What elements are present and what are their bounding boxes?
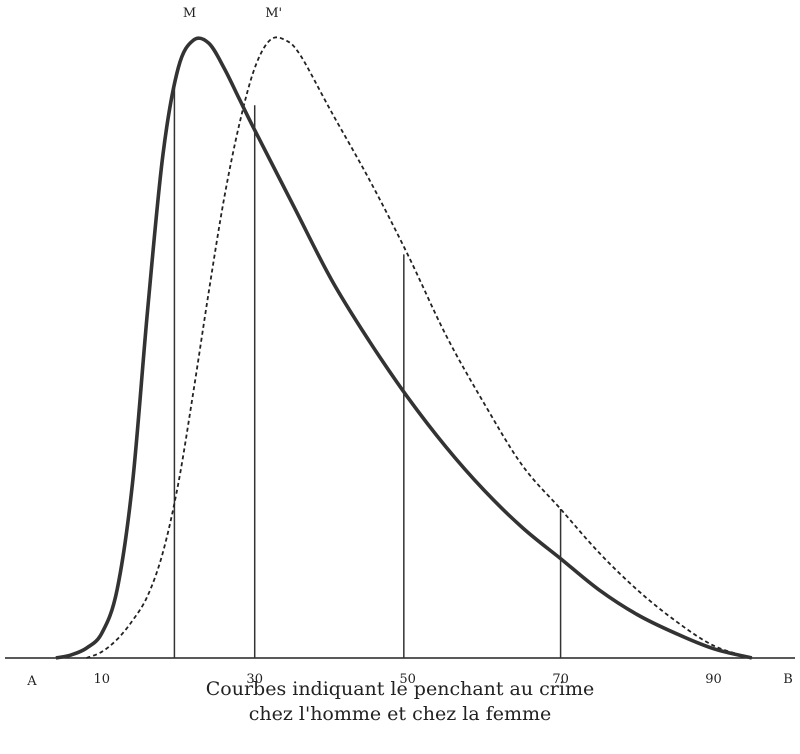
x-tick-label-10: 10 [93, 672, 110, 687]
peak-label-1: M [183, 6, 196, 21]
vertical-ordinates [173, 80, 562, 658]
series-solid-curve [55, 36, 753, 660]
peak-label-2: M' [265, 6, 282, 21]
x-tick-label-70: 70 [552, 672, 569, 687]
peak-labels: M M' [183, 6, 282, 21]
caption-line-1: Courbes indiquant le penchant au crime [205, 678, 595, 700]
series-dashed-curve [86, 36, 753, 659]
caption-line-2: chez l'homme et chez la femme [248, 703, 552, 725]
x-tick-label-50: 50 [399, 672, 416, 687]
x-tick-label-30: 30 [246, 672, 263, 687]
axis-end-label: B [783, 672, 793, 687]
x-tick-labels: 10 30 50 70 90 [93, 672, 721, 687]
axis-start-label: A [26, 674, 37, 689]
x-tick-label-90: 90 [705, 672, 722, 687]
